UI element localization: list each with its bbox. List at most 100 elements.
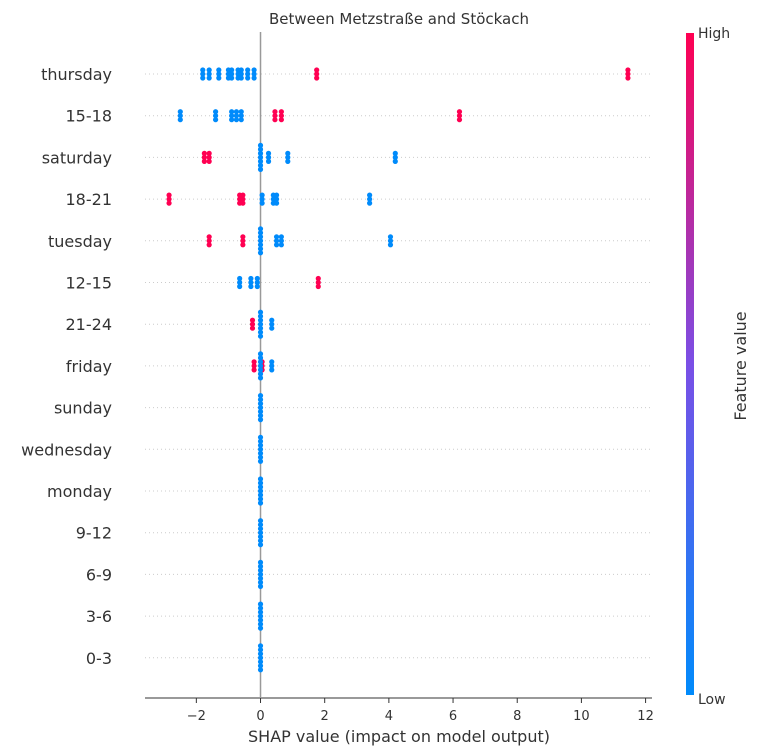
data-point [273, 196, 280, 202]
data-point [278, 117, 284, 123]
data-point [257, 643, 264, 649]
data-point [278, 238, 284, 244]
feature-label: friday [66, 357, 112, 376]
data-point [238, 75, 244, 81]
data-point [238, 71, 244, 77]
data-point [201, 150, 207, 156]
data-point [257, 563, 264, 570]
data-point [278, 234, 284, 240]
data-point [257, 321, 264, 327]
data-point [257, 325, 264, 331]
data-point [257, 496, 264, 502]
data-point [272, 113, 278, 119]
row-gridlines [145, 73, 652, 659]
data-point [249, 321, 256, 327]
data-point [206, 238, 212, 244]
data-point [273, 192, 280, 198]
data-point [229, 113, 235, 119]
data-point [278, 109, 284, 115]
data-point [625, 67, 631, 73]
data-point [257, 571, 264, 578]
data-point [257, 158, 264, 164]
data-point [240, 234, 246, 240]
data-point [240, 238, 246, 244]
data-point [233, 117, 240, 123]
data-point [257, 609, 264, 615]
data-point [259, 196, 265, 202]
data-point [257, 405, 264, 411]
data-point [257, 154, 264, 160]
data-point [257, 625, 264, 631]
data-point [200, 67, 206, 73]
data-point [212, 117, 219, 123]
data-point [257, 567, 264, 574]
data-point [257, 655, 264, 661]
data-point [166, 200, 172, 206]
feature-label: 0-3 [86, 649, 112, 668]
data-point [240, 196, 246, 202]
data-point [240, 242, 246, 248]
data-point [257, 601, 264, 607]
data-point [206, 154, 212, 160]
data-point [257, 663, 264, 669]
data-point [257, 246, 264, 252]
data-point [254, 275, 260, 282]
feature-label: 3-6 [86, 607, 112, 626]
data-point [237, 283, 243, 290]
data-point [229, 117, 235, 123]
data-point [456, 117, 463, 123]
data-point [257, 559, 264, 566]
data-point [251, 71, 257, 77]
data-point [257, 480, 264, 486]
data-point [269, 321, 275, 327]
data-point [257, 438, 264, 444]
feature-label: 6-9 [86, 565, 112, 584]
data-point [257, 605, 264, 611]
x-tick-label: 0 [256, 709, 264, 724]
feature-label: saturday [42, 148, 112, 167]
data-point [238, 67, 244, 73]
data-point [257, 613, 264, 619]
data-point [257, 454, 264, 460]
data-point [269, 325, 275, 331]
data-point [367, 196, 373, 202]
data-point [201, 158, 207, 164]
data-point [625, 75, 631, 81]
data-point [257, 651, 264, 657]
data-point [254, 283, 260, 290]
data-point [238, 117, 244, 123]
data-point [257, 617, 264, 623]
x-tick-label: −2 [187, 709, 206, 724]
data-point [257, 238, 264, 244]
x-axis-label: SHAP value (impact on model output) [248, 727, 550, 746]
data-point [315, 283, 321, 290]
data-points [166, 67, 631, 673]
data-point [285, 158, 291, 164]
chart-title: Between Metzstraße and Stöckach [269, 10, 529, 28]
data-point [387, 238, 394, 244]
data-point [206, 71, 212, 77]
data-point [257, 393, 264, 399]
data-point [257, 667, 264, 673]
data-point [257, 417, 264, 423]
data-point [166, 192, 172, 198]
data-point [201, 154, 207, 160]
feature-label: tuesday [48, 232, 112, 251]
data-point [248, 275, 254, 282]
data-point [257, 166, 264, 172]
data-point [177, 117, 183, 123]
data-point [257, 230, 264, 236]
data-point [257, 367, 264, 373]
data-point [392, 150, 398, 156]
data-point [206, 234, 212, 240]
data-point [257, 397, 264, 403]
data-point [257, 351, 264, 357]
data-point [251, 367, 257, 373]
feature-label: 15-18 [66, 107, 113, 126]
data-point [166, 196, 172, 202]
data-point [216, 71, 222, 77]
data-point [259, 192, 265, 198]
data-point [367, 200, 373, 206]
colorbar [686, 33, 694, 695]
data-point [257, 250, 264, 256]
